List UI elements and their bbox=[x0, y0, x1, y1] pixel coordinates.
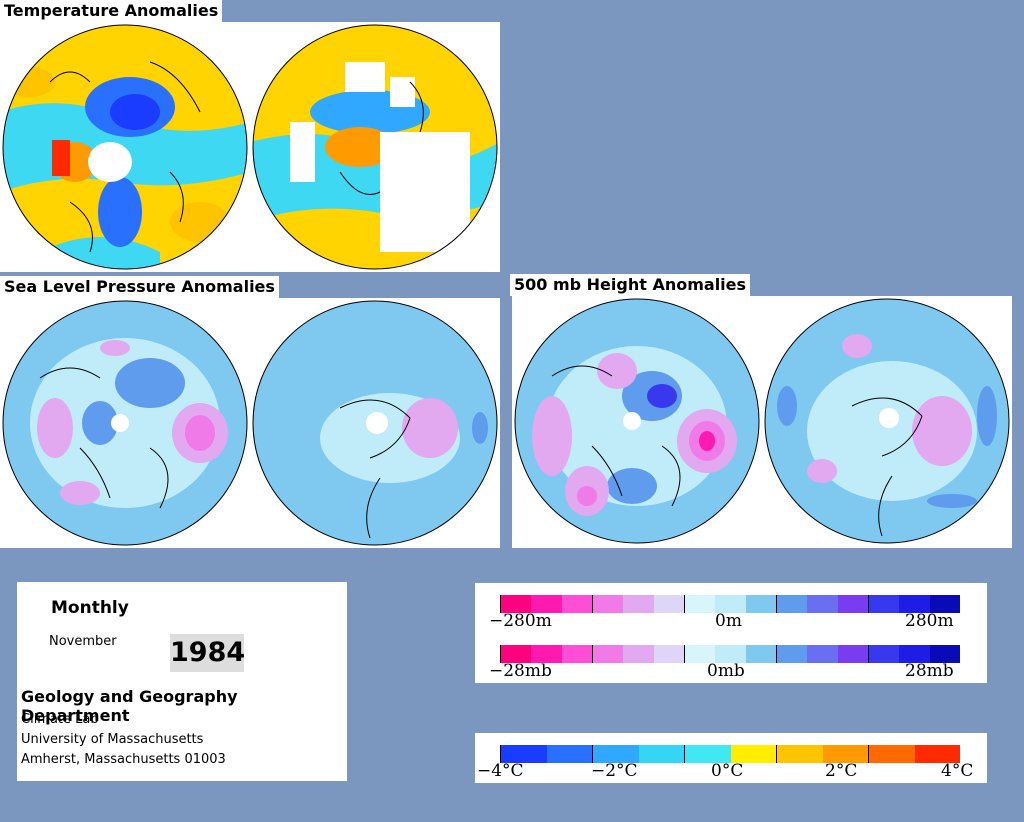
height-colorbar bbox=[500, 595, 960, 613]
h500-title: 500 mb Height Anomalies bbox=[510, 274, 751, 296]
colorbar-swatch bbox=[715, 595, 746, 613]
colorbar-swatch bbox=[591, 645, 624, 663]
slp-map-north bbox=[2, 300, 248, 546]
colorbar-swatch bbox=[929, 645, 960, 663]
colorbar-swatch bbox=[867, 595, 900, 613]
colorbar-swatch bbox=[623, 595, 654, 613]
colorbar-swatch bbox=[867, 645, 900, 663]
colorbar-swatch bbox=[899, 595, 930, 613]
colorbar-swatch bbox=[776, 745, 823, 763]
h500-map-north bbox=[514, 298, 760, 544]
colorbar-swatch bbox=[500, 595, 532, 613]
colorbar-swatch bbox=[807, 595, 838, 613]
colorbar-swatch bbox=[500, 745, 547, 763]
height-label-zero: 0m bbox=[715, 611, 742, 631]
slp-title: Sea Level Pressure Anomalies bbox=[0, 276, 279, 298]
colorbar-swatch bbox=[531, 645, 562, 663]
temperature-colorbar bbox=[500, 745, 960, 763]
year-label: 1984 bbox=[170, 634, 245, 672]
colorbar-swatch bbox=[745, 645, 776, 663]
colorbar-swatch bbox=[683, 645, 716, 663]
colorbar-swatch bbox=[591, 595, 624, 613]
month-label: November bbox=[49, 634, 117, 649]
colorbar-swatch bbox=[837, 595, 868, 613]
height-label-min: −280m bbox=[489, 611, 552, 631]
colorbar-swatch bbox=[683, 595, 716, 613]
colorbar-swatch bbox=[775, 595, 808, 613]
department-label: Geology and Geography Department bbox=[21, 687, 238, 725]
temperature-legend: −4°C −2°C 0°C 2°C 4°C bbox=[475, 733, 987, 783]
temperature-map-south bbox=[252, 24, 498, 270]
colorbar-swatch bbox=[561, 645, 592, 663]
colorbar-swatch bbox=[592, 745, 639, 763]
temp-label-0: 0°C bbox=[711, 761, 744, 781]
temp-label-4: 4°C bbox=[941, 761, 974, 781]
colorbar-swatch bbox=[837, 645, 868, 663]
height-pressure-legend: −280m 0m 280m −28mb 0mb 28mb bbox=[475, 583, 987, 683]
colorbar-swatch bbox=[745, 595, 776, 613]
colorbar-swatch bbox=[899, 645, 930, 663]
colorbar-swatch bbox=[653, 645, 684, 663]
temp-label-m2: −2°C bbox=[591, 761, 638, 781]
colorbar-swatch bbox=[684, 745, 731, 763]
slp-panel bbox=[0, 298, 500, 548]
colorbar-swatch bbox=[822, 745, 868, 763]
h500-map-south bbox=[764, 298, 1010, 544]
slp-map-south bbox=[252, 300, 498, 546]
colorbar-swatch bbox=[868, 745, 915, 763]
university-line: University of Massachusetts bbox=[21, 732, 204, 747]
period-label: Monthly bbox=[51, 598, 129, 618]
colorbar-swatch bbox=[546, 745, 592, 763]
info-box: Monthly November 1984 Geology and Geogra… bbox=[17, 582, 347, 781]
pressure-label-zero: 0mb bbox=[707, 661, 745, 681]
colorbar-swatch bbox=[500, 645, 532, 663]
lab-line: Climate Lab bbox=[21, 712, 99, 727]
temperature-title: Temperature Anomalies bbox=[0, 0, 223, 22]
h500-panel bbox=[512, 296, 1012, 548]
pressure-label-min: −28mb bbox=[489, 661, 552, 681]
colorbar-swatch bbox=[775, 645, 808, 663]
height-label-max: 280m bbox=[905, 611, 954, 631]
pressure-label-max: 28mb bbox=[905, 661, 954, 681]
colorbar-swatch bbox=[531, 595, 562, 613]
colorbar-swatch bbox=[914, 745, 960, 763]
colorbar-swatch bbox=[730, 745, 776, 763]
temperature-map-north bbox=[2, 24, 248, 270]
address-line: Amherst, Massachusetts 01003 bbox=[21, 752, 226, 767]
temp-label-m4: −4°C bbox=[477, 761, 524, 781]
colorbar-swatch bbox=[653, 595, 684, 613]
pressure-colorbar bbox=[500, 645, 960, 663]
colorbar-swatch bbox=[807, 645, 838, 663]
temp-label-2: 2°C bbox=[825, 761, 858, 781]
colorbar-swatch bbox=[561, 595, 592, 613]
colorbar-swatch bbox=[715, 645, 746, 663]
colorbar-swatch bbox=[623, 645, 654, 663]
colorbar-swatch bbox=[638, 745, 684, 763]
temperature-panel bbox=[0, 22, 500, 272]
colorbar-swatch bbox=[929, 595, 960, 613]
